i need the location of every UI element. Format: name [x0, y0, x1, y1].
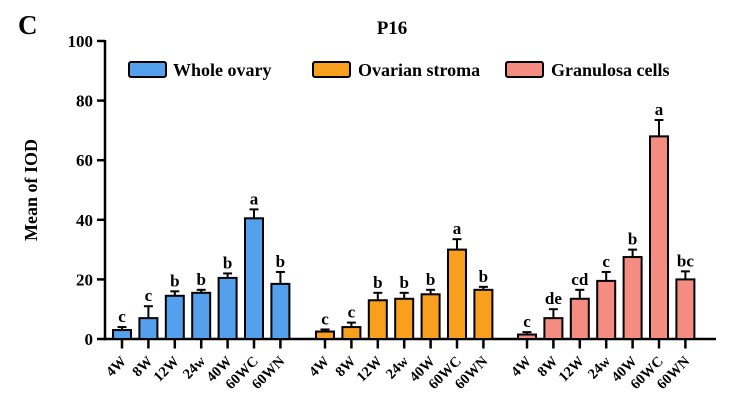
- y-tick-label: 40: [76, 211, 93, 230]
- sig-letter: b: [170, 271, 179, 290]
- legend: Whole ovary Ovarian stroma Granulosa cel…: [128, 60, 670, 80]
- bar: [675, 278, 696, 340]
- sig-letter: b: [628, 230, 637, 249]
- bar: [596, 279, 617, 341]
- sig-letter: b: [223, 253, 232, 272]
- bar: [270, 282, 291, 340]
- legend-label-whole-ovary: Whole ovary: [173, 60, 272, 80]
- bar: [447, 248, 467, 341]
- chart-title: P16: [377, 18, 408, 39]
- y-axis-title: Mean of IOD: [21, 139, 41, 241]
- sig-letter: b: [373, 273, 382, 292]
- bar: [112, 329, 132, 340]
- sig-letter: b: [399, 273, 408, 292]
- sig-letter: de: [545, 289, 562, 308]
- bar: [217, 276, 238, 341]
- x-tick-label: 4W: [103, 353, 130, 380]
- sig-letter: a: [453, 219, 462, 238]
- bar: [315, 330, 335, 340]
- sig-letter: cd: [571, 270, 589, 289]
- sig-letter: b: [426, 270, 435, 289]
- x-tick-label: 12W: [354, 353, 386, 385]
- sig-letter: a: [655, 100, 664, 119]
- legend-swatch-granulosa-cells: [505, 61, 544, 78]
- x-tick-label: 12W: [151, 353, 183, 385]
- bar: [649, 135, 669, 340]
- bar: [622, 256, 643, 340]
- bar: [517, 333, 537, 340]
- sig-letter: c: [602, 252, 610, 271]
- bar: [473, 288, 494, 340]
- bar: [341, 326, 362, 340]
- legend-label-ovarian-stroma: Ovarian stroma: [358, 60, 480, 80]
- y-tick-label: 100: [68, 32, 94, 51]
- sig-letter: c: [118, 307, 126, 326]
- sig-letter: c: [348, 303, 356, 322]
- bar: [394, 297, 415, 340]
- y-tick-label: 20: [76, 270, 93, 289]
- bar: [367, 299, 388, 341]
- y-tick-label: 80: [76, 92, 93, 111]
- bar: [543, 317, 564, 341]
- x-tick-label: 24w: [383, 353, 412, 382]
- bar: [191, 291, 212, 340]
- bar: [164, 294, 185, 341]
- bar: [138, 317, 159, 341]
- sig-letter: b: [479, 267, 488, 286]
- y-tick-label: 60: [76, 151, 93, 170]
- legend-swatch-ovarian-stroma: [312, 61, 351, 78]
- bar: [244, 217, 264, 340]
- sig-letter: c: [523, 312, 531, 331]
- sig-letter: c: [321, 309, 329, 328]
- bar: [420, 293, 441, 340]
- plot-area: 020406080100c4Wc8Wb12Wb24wb40Wa60WCb60WN…: [68, 32, 716, 393]
- x-tick-label: 12W: [556, 353, 588, 385]
- panel-label: C: [18, 10, 38, 40]
- x-tick-label: 4W: [508, 353, 535, 380]
- x-tick-label: 24w: [585, 353, 614, 382]
- sig-letter: b: [196, 270, 205, 289]
- sig-letter: a: [250, 189, 259, 208]
- sig-letter: b: [276, 252, 285, 271]
- legend-swatch-whole-ovary: [128, 61, 167, 78]
- x-tick-label: 4W: [306, 353, 333, 380]
- y-tick-label: 0: [85, 330, 94, 349]
- sig-letter: bc: [677, 251, 694, 270]
- bar: [569, 297, 590, 340]
- legend-label-granulosa-cells: Granulosa cells: [551, 60, 670, 80]
- x-tick-label: 24w: [180, 353, 209, 382]
- sig-letter: c: [145, 286, 153, 305]
